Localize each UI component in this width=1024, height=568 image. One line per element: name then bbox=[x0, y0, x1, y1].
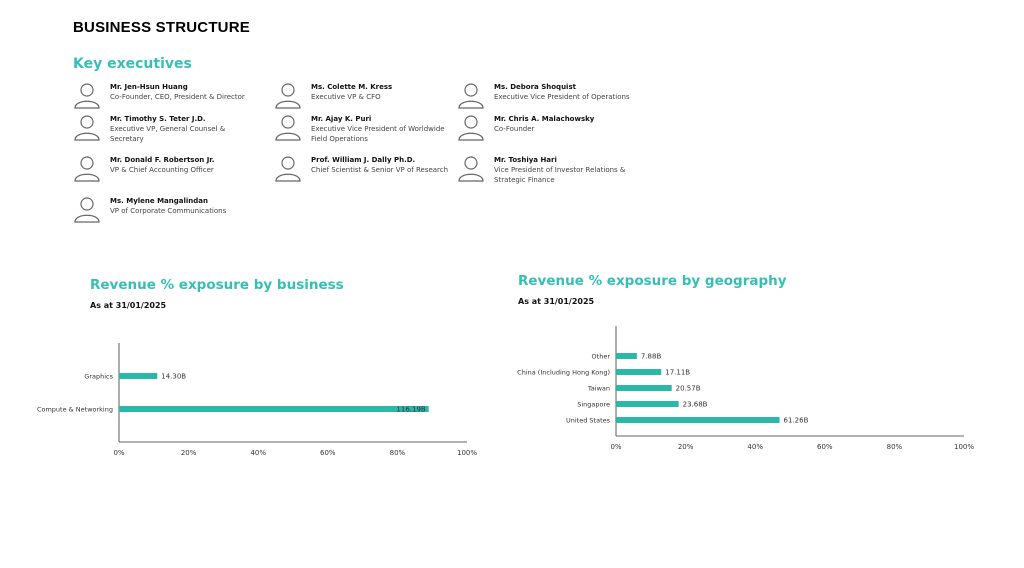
category-label: Compute & Networking bbox=[37, 406, 113, 414]
data-label: 14.30B bbox=[161, 373, 186, 381]
chart-subtitle-business: As at 31/01/2025 bbox=[90, 301, 167, 310]
executive-role: Executive VP, General Counsel & Secretar… bbox=[110, 125, 226, 143]
person-icon bbox=[74, 197, 100, 223]
person-icon bbox=[74, 156, 100, 182]
executive-role: Vice President of Investor Relations & S… bbox=[494, 166, 626, 184]
category-label: Taiwan bbox=[587, 385, 610, 393]
category-label: Other bbox=[592, 353, 611, 361]
page-title: BUSINESS STRUCTURE bbox=[73, 19, 250, 36]
executive-name: Ms. Colette M. Kress bbox=[311, 83, 393, 91]
x-tick-label: 100% bbox=[954, 443, 974, 451]
executive-role: VP & Chief Accounting Officer bbox=[110, 166, 214, 174]
data-label: 7.88B bbox=[641, 353, 662, 361]
x-tick-label: 40% bbox=[250, 449, 266, 457]
x-tick-label: 40% bbox=[747, 443, 763, 451]
category-label: China (Including Hong Kong) bbox=[517, 369, 610, 377]
x-tick-label: 20% bbox=[678, 443, 694, 451]
executive-name: Ms. Mylene Mangalindan bbox=[110, 197, 208, 205]
person-icon bbox=[275, 156, 301, 182]
executive-role: Executive VP & CFO bbox=[311, 93, 381, 101]
x-tick-label: 0% bbox=[610, 443, 621, 451]
executive-name: Mr. Toshiya Hari bbox=[494, 156, 557, 164]
x-tick-label: 0% bbox=[113, 449, 124, 457]
bar bbox=[119, 373, 158, 379]
executive-role: Executive Vice President of Worldwide Fi… bbox=[311, 125, 445, 143]
executive-role: VP of Corporate Communications bbox=[110, 207, 227, 215]
person-icon bbox=[458, 83, 484, 109]
data-label: 20.57B bbox=[676, 385, 701, 393]
section-title-key-executives: Key executives bbox=[73, 56, 192, 72]
x-tick-label: 60% bbox=[817, 443, 833, 451]
category-label: Graphics bbox=[84, 373, 113, 381]
person-icon bbox=[458, 115, 484, 141]
executive-name: Mr. Ajay K. Puri bbox=[311, 115, 372, 123]
chart-subtitle-geography: As at 31/01/2025 bbox=[518, 297, 595, 306]
person-icon bbox=[275, 83, 301, 109]
data-label: 23.68B bbox=[683, 401, 708, 409]
person-icon bbox=[275, 115, 301, 141]
person-icon bbox=[458, 156, 484, 182]
bar bbox=[616, 353, 637, 359]
executive-name: Mr. Chris A. Malachowsky bbox=[494, 115, 595, 123]
x-tick-label: 20% bbox=[181, 449, 197, 457]
executive-name: Ms. Debora Shoquist bbox=[494, 83, 576, 91]
bar bbox=[616, 417, 780, 423]
bar bbox=[616, 401, 679, 407]
category-label: United States bbox=[566, 417, 611, 425]
x-tick-label: 80% bbox=[887, 443, 903, 451]
data-label: 61.26B bbox=[784, 417, 809, 425]
executive-name: Mr. Donald F. Robertson Jr. bbox=[110, 156, 215, 164]
person-icon bbox=[74, 115, 100, 141]
executive-name: Prof. William J. Dally Ph.D. bbox=[311, 156, 416, 164]
executive-role: Executive Vice President of Operations bbox=[494, 93, 630, 101]
person-icon bbox=[74, 83, 100, 109]
bar bbox=[119, 406, 429, 412]
data-label: 116.19B bbox=[396, 406, 425, 414]
category-label: Singapore bbox=[577, 401, 610, 409]
executive-role: Chief Scientist & Senior VP of Research bbox=[311, 166, 449, 174]
chart-title-geography: Revenue % exposure by geography bbox=[518, 273, 787, 289]
x-tick-label: 100% bbox=[457, 449, 477, 457]
x-tick-label: 80% bbox=[390, 449, 406, 457]
bar bbox=[616, 385, 672, 391]
executive-role: Co-Founder bbox=[494, 125, 535, 133]
x-tick-label: 60% bbox=[320, 449, 336, 457]
chart-title-business: Revenue % exposure by business bbox=[90, 277, 344, 293]
bar bbox=[616, 369, 662, 375]
data-label: 17.11B bbox=[665, 369, 690, 377]
executive-name: Mr. Timothy S. Teter J.D. bbox=[110, 115, 206, 123]
executive-role: Co-Founder, CEO, President & Director bbox=[110, 93, 245, 101]
executive-name: Mr. Jen-Hsun Huang bbox=[110, 83, 188, 91]
